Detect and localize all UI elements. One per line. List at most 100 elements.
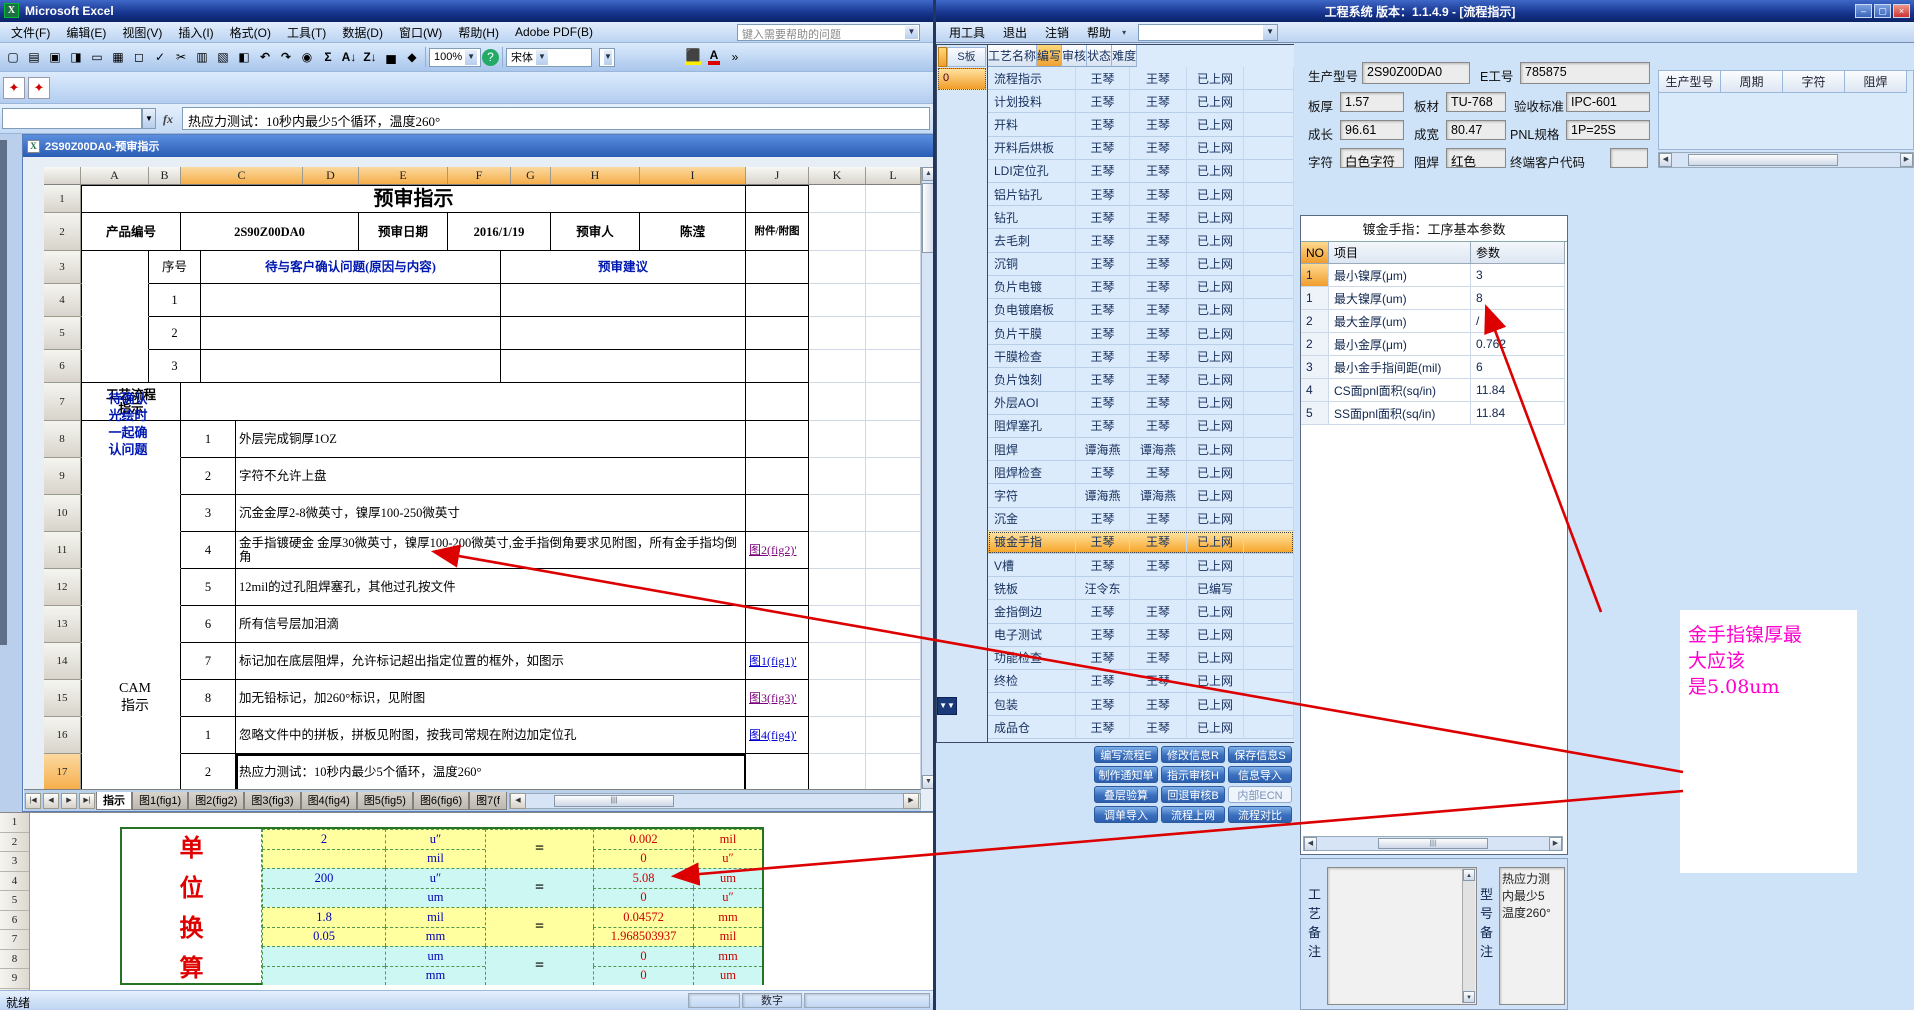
cell[interactable]	[809, 213, 866, 251]
unit-cell[interactable]: um	[385, 887, 485, 907]
seq-cell[interactable]: 1	[181, 717, 236, 754]
column-header[interactable]: K	[809, 167, 866, 185]
seq-cell[interactable]: 3	[149, 350, 201, 383]
result-unit-cell[interactable]: u″	[693, 887, 762, 907]
param-col-item[interactable]: 项目	[1329, 242, 1471, 264]
name-box[interactable]	[2, 108, 142, 129]
row-header[interactable]: 12	[44, 569, 81, 606]
seq-cell[interactable]: 7	[181, 643, 236, 680]
scrollbar-thumb[interactable]: ||||	[553, 794, 674, 807]
row-header[interactable]: 9	[0, 969, 29, 989]
result-cell[interactable]: 5.08	[593, 868, 693, 888]
row-header[interactable]: 4	[44, 284, 81, 317]
row-header[interactable]: 3	[44, 251, 81, 284]
menu-item[interactable]: 编辑(E)	[66, 25, 107, 40]
action-button[interactable]: 流程对比	[1228, 806, 1292, 823]
result-cell[interactable]: 0	[593, 887, 693, 907]
row-header[interactable]: 3	[0, 852, 29, 872]
craft-notes-textarea[interactable]: ▲ ▼	[1327, 867, 1477, 1005]
cell[interactable]	[746, 185, 809, 213]
value-cell[interactable]: 2	[262, 829, 385, 849]
print-preview-icon[interactable]: ◻	[134, 50, 144, 64]
seq-cell[interactable]: 6	[181, 606, 236, 643]
param-row[interactable]: 2 最小金厚(μm) 0.762	[1301, 333, 1567, 356]
param-col-value[interactable]: 参数	[1471, 242, 1565, 264]
question-cell[interactable]	[201, 317, 501, 350]
autosum-icon[interactable]: Σ	[324, 50, 332, 64]
eno-field[interactable]: 785875	[1520, 62, 1650, 84]
font-color-icon[interactable]: A	[704, 48, 724, 67]
row-header[interactable]: 11	[44, 532, 81, 569]
row-header[interactable]: 16	[44, 717, 81, 754]
menu-item[interactable]: 格式(O)	[229, 25, 271, 40]
action-button[interactable]: 制作通知单	[1094, 766, 1158, 783]
redo-icon[interactable]: ↷	[280, 50, 292, 64]
font-size-select[interactable]: ▼	[599, 47, 615, 67]
cell[interactable]	[866, 717, 921, 754]
question-cell[interactable]	[201, 284, 501, 317]
row-header[interactable]: 10	[44, 495, 81, 532]
cell[interactable]	[809, 185, 866, 213]
cell[interactable]	[81, 606, 181, 643]
menu-item[interactable]: 视图(V)	[122, 25, 163, 40]
action-button[interactable]: 回退审核B	[1161, 786, 1225, 803]
save-icon[interactable]: ▣	[49, 50, 61, 64]
process-column-header[interactable]: 状态	[1087, 45, 1113, 67]
sheet-tab[interactable]: 图2(fig2)	[188, 791, 245, 810]
suggest-header-cell[interactable]: 预审建议	[501, 251, 746, 284]
cell[interactable]	[81, 643, 181, 680]
cell[interactable]	[809, 317, 866, 350]
cell[interactable]	[809, 350, 866, 383]
cell[interactable]	[866, 317, 921, 350]
unit-cell[interactable]: u″	[385, 868, 485, 888]
select-all-corner[interactable]	[44, 167, 81, 185]
drawing-icon[interactable]: ◆	[407, 50, 417, 64]
instruction-cell[interactable]: 金手指镀硬金 金厚30微英寸，镍厚100-200微英寸,金手指倒角要求见附图，所…	[236, 532, 746, 569]
scrollbar-thumb[interactable]: ||||	[1378, 838, 1488, 849]
cell[interactable]	[809, 532, 866, 569]
zoom-select[interactable]: 100% ▼	[429, 47, 481, 67]
grid-column-header[interactable]: 阻焊	[1845, 71, 1907, 93]
cell[interactable]	[866, 421, 921, 458]
column-header[interactable]: F	[448, 167, 511, 185]
process-row[interactable]: LDI定位孔 王琴 王琴 已上网	[988, 159, 1294, 183]
column-header[interactable]: E	[359, 167, 448, 185]
seq-cell[interactable]: 8	[181, 680, 236, 717]
date-cell[interactable]: 2016/1/19	[448, 213, 551, 251]
reviewer-cell[interactable]: 陈滢	[640, 213, 746, 251]
sheet-tab[interactable]: 图4(fig4)	[300, 791, 357, 810]
scroll-left-icon[interactable]: ◀	[1659, 153, 1672, 167]
param-row[interactable]: 2 最大金厚(um) /	[1301, 310, 1567, 333]
cell[interactable]	[866, 213, 921, 251]
suggest-cell[interactable]	[501, 350, 746, 383]
new-document-icon[interactable]: ▢	[7, 50, 19, 64]
silkscreen-field[interactable]: 白色字符	[1340, 148, 1404, 168]
result-unit-cell[interactable]: mm	[693, 946, 762, 966]
column-header[interactable]: J	[746, 167, 809, 185]
process-row[interactable]: 外层AOI 王琴 王琴 已上网	[988, 391, 1294, 415]
value-cell[interactable]: 1.8	[262, 907, 385, 927]
cell[interactable]	[81, 532, 181, 569]
paste-icon[interactable]: ▧	[217, 50, 229, 64]
result-unit-cell[interactable]: mm	[693, 907, 762, 927]
seq-cell[interactable]: 5	[181, 569, 236, 606]
horizontal-scrollbar[interactable]: ◀ ▶	[1658, 152, 1914, 168]
figure-link[interactable]: 图3(fig3)'	[749, 691, 797, 705]
instruction-cell[interactable]: 忽略文件中的拼板，拼板见附图，按我司常规在附边加定位孔	[236, 717, 746, 754]
sheet-title-cell[interactable]: 预审指示	[81, 185, 746, 213]
instruction-cell[interactable]: 加无铅标记，加260°标识，见附图	[236, 680, 746, 717]
column-header[interactable]: G	[511, 167, 551, 185]
cell[interactable]	[81, 421, 181, 458]
menu-item[interactable]: 插入(I)	[178, 25, 214, 40]
cell[interactable]	[81, 680, 181, 717]
horizontal-scrollbar[interactable]: ◀ |||| ▶	[1303, 836, 1563, 851]
material-field[interactable]: TU-768	[1446, 92, 1506, 112]
equals-cell[interactable]: =	[485, 868, 593, 907]
sboard-header[interactable]: S板	[938, 47, 986, 67]
action-button[interactable]: 叠层验算	[1094, 786, 1158, 803]
process-row[interactable]: 阻焊塞孔 王琴 王琴 已上网	[988, 414, 1294, 438]
menu-item[interactable]: 工具(T)	[286, 25, 327, 40]
result-unit-cell[interactable]: u″	[693, 848, 762, 868]
column-header[interactable]: B	[149, 167, 181, 185]
cell[interactable]	[81, 458, 181, 495]
